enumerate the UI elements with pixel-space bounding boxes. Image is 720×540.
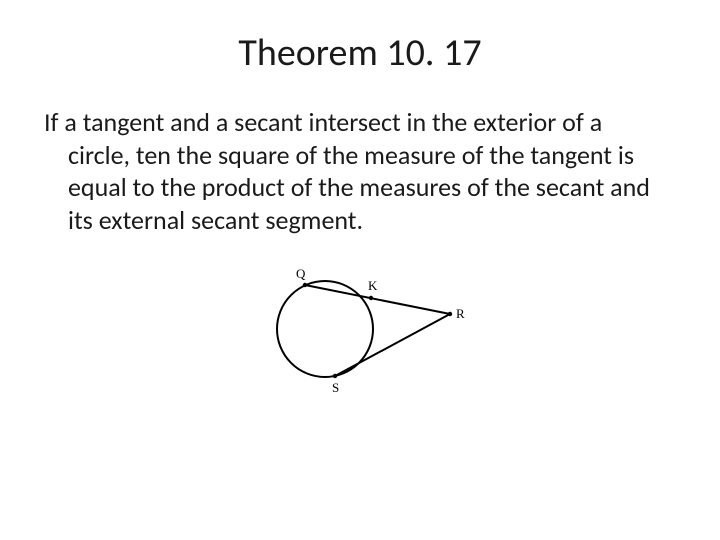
label-s: S bbox=[332, 380, 339, 395]
point-r bbox=[448, 312, 452, 316]
slide: Theorem 10. 17 If a tangent and a secant… bbox=[0, 0, 720, 540]
tangent-secant-diagram: Q K R S bbox=[250, 254, 470, 404]
diagram-container: Q K R S bbox=[40, 254, 680, 409]
tangent-line bbox=[335, 314, 450, 376]
point-q bbox=[303, 283, 307, 287]
theorem-title: Theorem 10. 17 bbox=[40, 30, 680, 76]
point-s bbox=[333, 374, 337, 378]
label-k: K bbox=[368, 278, 378, 293]
label-q: Q bbox=[296, 266, 306, 281]
point-k bbox=[369, 296, 373, 300]
label-r: R bbox=[456, 306, 465, 321]
secant-line bbox=[305, 285, 450, 314]
theorem-body: If a tangent and a secant intersect in t… bbox=[64, 106, 680, 236]
